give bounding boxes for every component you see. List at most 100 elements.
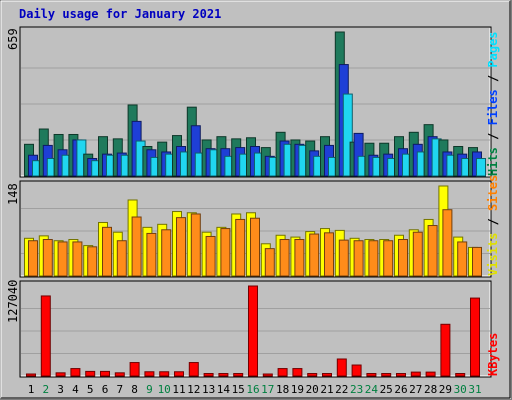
bar-kbytes-day-8 [129,362,140,377]
bar-kbytes-day-23 [351,364,362,377]
bar-sites-day-28 [427,225,438,277]
x-tick-label-day-14: 14 [217,383,231,396]
bar-kbytes-day-18 [277,368,288,377]
legend-label: Hits / Files / Pages [486,31,500,176]
bar-sites-day-8 [131,216,142,277]
bar-kbytes-day-21 [322,373,332,377]
bar-kbytes-day-12 [188,362,199,377]
bar-kbytes-day-16 [248,285,258,377]
bar-kbytes-day-3 [55,372,66,377]
legend-series-label: Files [486,89,500,125]
x-tick-label-day-5: 5 [87,383,94,396]
bar-sites-day-12 [190,213,201,277]
bar-kbytes-day-22 [336,358,347,377]
x-tick-label-day-20: 20 [306,383,319,396]
x-tick-label-day-17: 17 [261,383,274,396]
x-tick-label-day-31: 31 [468,383,481,396]
x-tick-label-day-3: 3 [57,383,64,396]
legend-label: KBytes [486,333,500,376]
bar-sites-day-7 [116,240,127,277]
x-tick-label-day-22: 22 [335,383,348,396]
x-tick-label-day-4: 4 [72,383,79,396]
bar-sites-day-13 [205,235,216,277]
legend-series-label: Sites [486,175,500,211]
bar-sites-day-19 [294,239,305,277]
bar-kbytes-day-29 [440,323,451,377]
hits-files-pages-panel: 659 Hits / Files / Pages [6,26,500,178]
legend-label: Visits / Sites [486,175,500,276]
bar-kbytes-day-5 [85,370,96,377]
x-tick-label-day-26: 26 [394,383,407,396]
bar-sites-day-10 [161,229,172,277]
bar-sites-day-17 [264,248,275,277]
bar-sites-day-11 [176,217,186,277]
bar-kbytes-day-7 [114,372,125,377]
x-tick-label-day-21: 21 [320,383,333,396]
chart-title: Daily usage for January 2021 [19,7,221,21]
bar-sites-day-29 [442,209,453,277]
bar-kbytes-day-30 [455,373,466,377]
x-axis-day-labels: 1 2 3 4 5 6 7 8 9 10 11 12 13 14 15 16 17 18 19 20 21 22 23 24 2… [28,383,482,396]
bar-kbytes-day-28 [425,371,436,377]
bar-kbytes-day-9 [144,371,155,377]
x-tick-label-day-12: 12 [187,383,200,396]
x-tick-label-day-29: 29 [439,383,452,396]
bar-kbytes-day-20 [307,373,318,377]
bar-sites-day-30 [457,241,468,277]
bar-kbytes-day-13 [203,373,214,377]
legend-series-label: / [486,211,500,233]
bar-sites-day-20 [309,233,320,277]
bar-sites-day-23 [353,240,364,277]
bar-kbytes-day-26 [396,373,406,377]
bar-sites-day-14 [220,228,231,277]
x-tick-label-day-23: 23 [350,383,363,396]
visits-sites-panel: 148 Visits / Sites [6,175,500,278]
bar-sites-day-2 [42,239,53,277]
legend-series-label: Pages [486,31,500,67]
bar-sites-day-21 [324,232,334,277]
bar-sites-day-31 [472,246,482,277]
legend-series-label: KBytes [486,333,500,376]
bar-kbytes-day-15 [233,373,244,377]
bar-kbytes-day-10 [159,371,170,377]
bar-sites-day-9 [146,232,157,277]
x-tick-label-day-18: 18 [276,383,289,396]
bar-kbytes-day-14 [218,373,229,377]
x-tick-label-day-19: 19 [291,383,304,396]
y-max-label: 127040 [6,280,20,323]
bar-kbytes-day-24 [366,373,377,377]
x-tick-label-day-24: 24 [365,383,379,396]
bar-sites-day-26 [398,239,408,277]
bar-pages-day-22 [342,93,353,177]
bar-kbytes-day-27 [410,371,421,377]
bar-sites-day-15 [235,218,246,277]
x-tick-label-day-6: 6 [102,383,109,396]
bar-kbytes-day-17 [262,373,273,377]
bar-sites-day-22 [338,239,349,277]
x-tick-label-day-11: 11 [172,383,185,396]
bar-sites-day-4 [72,241,83,277]
x-tick-label-day-1: 1 [28,383,35,396]
y-max-label: 148 [6,183,20,205]
bar-sites-day-3 [57,241,68,277]
x-tick-label-day-16: 16 [246,383,259,396]
bar-sites-day-18 [279,239,290,277]
bar-kbytes-day-11 [174,371,184,377]
bar-kbytes-day-25 [381,373,392,377]
bar-sites-day-5 [87,246,98,277]
x-tick-label-day-30: 30 [454,383,467,396]
x-tick-label-day-27: 27 [409,383,422,396]
legend-series-label: / [486,68,500,90]
bar-kbytes-day-6 [100,370,110,377]
bar-kbytes-day-1 [26,373,36,377]
x-tick-label-day-13: 13 [202,383,215,396]
x-tick-label-day-7: 7 [116,383,123,396]
bar-sites-day-25 [383,240,394,277]
x-tick-label-day-25: 25 [380,383,393,396]
legend-series-label: Hits [486,147,500,176]
x-tick-label-day-9: 9 [146,383,153,396]
x-tick-label-day-8: 8 [131,383,138,396]
x-tick-label-day-10: 10 [158,383,171,396]
bar-sites-day-1 [28,240,38,277]
